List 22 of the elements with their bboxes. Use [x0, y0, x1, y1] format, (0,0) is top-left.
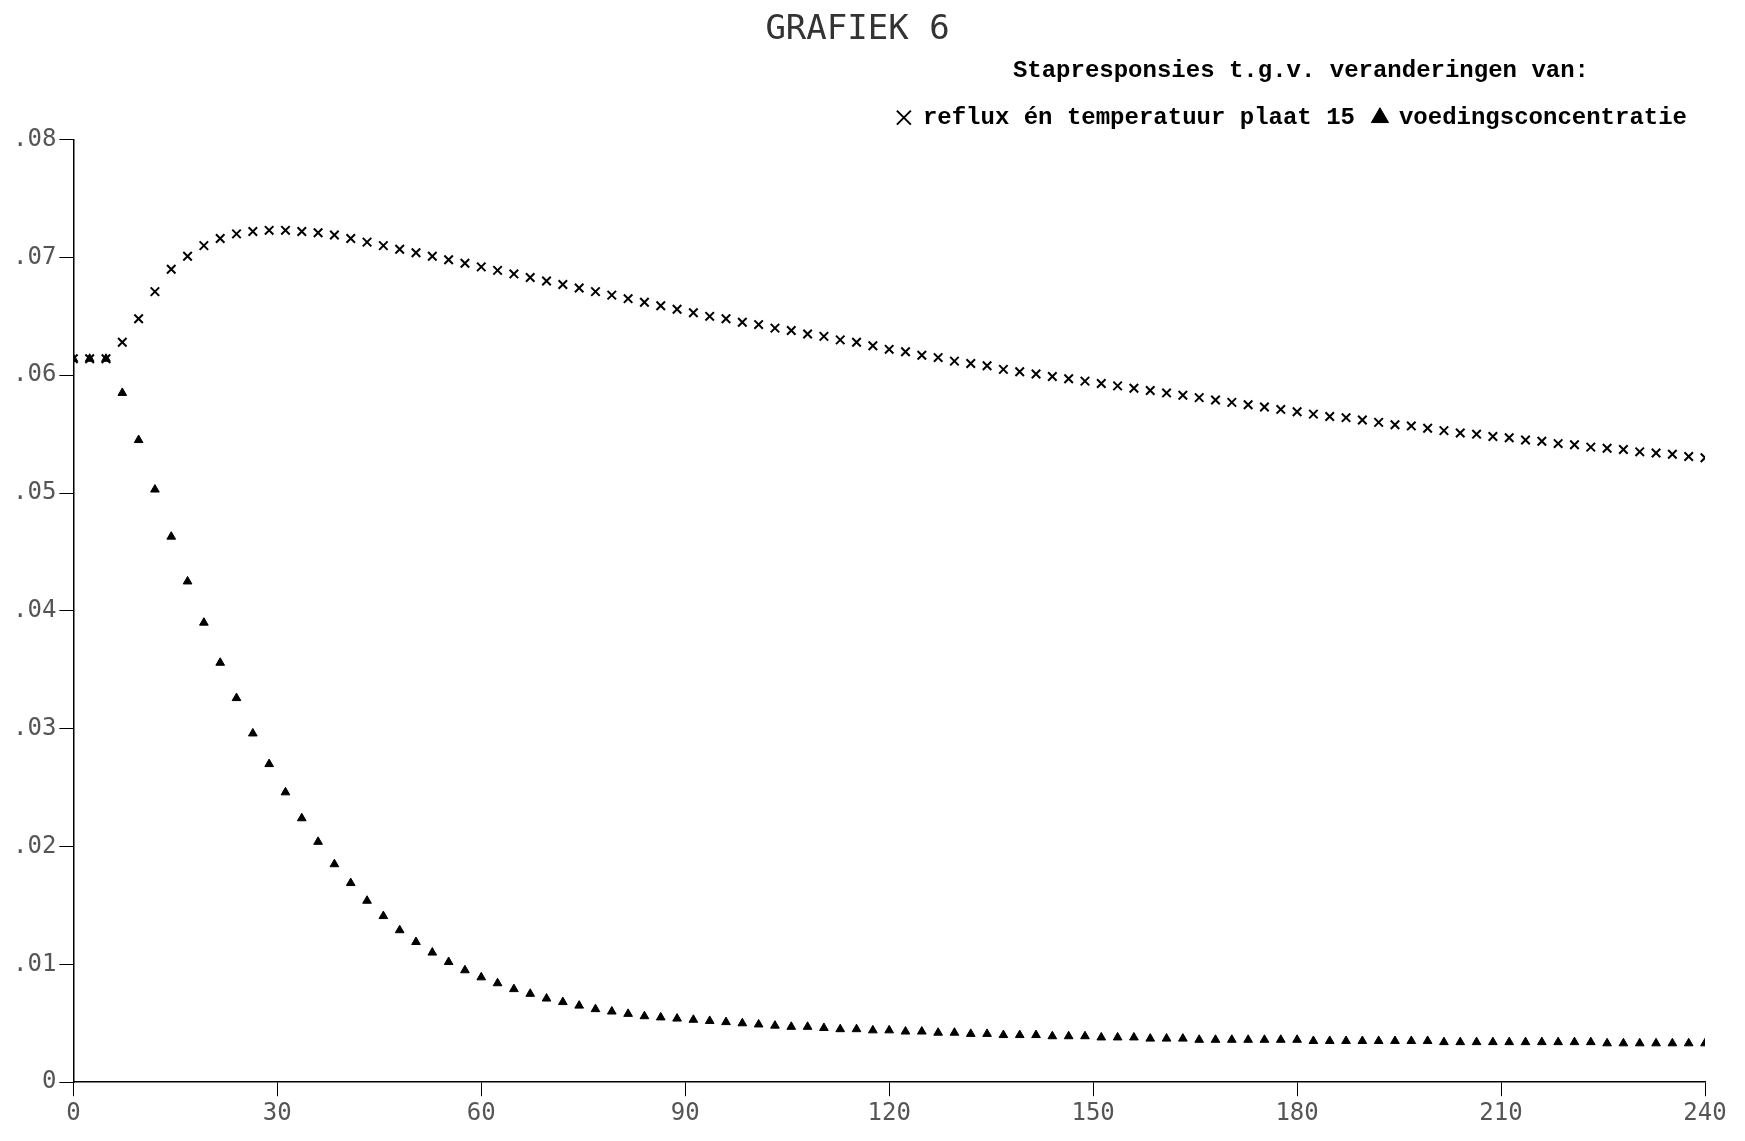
y-tick-label: .05 [12, 477, 57, 506]
x-tick-label: 60 [466, 1097, 496, 1126]
x-tick-label: 240 [1683, 1097, 1727, 1126]
y-tick-label: 0 [41, 1066, 57, 1095]
x-tick-label: 0 [66, 1097, 81, 1126]
y-tick-label: .01 [12, 948, 57, 977]
legend-label: reflux én temperatuur plaat 15 [922, 103, 1355, 131]
y-tick-label: .03 [12, 712, 57, 741]
chart-title: GRAFIEK 6 [765, 7, 950, 48]
y-tick-label: .07 [12, 241, 57, 270]
x-tick-label: 120 [867, 1097, 911, 1126]
x-tick-label: 180 [1275, 1097, 1319, 1126]
x-tick-label: 210 [1479, 1097, 1523, 1126]
x-tick-label: 90 [670, 1097, 700, 1126]
y-tick-label: .08 [12, 123, 57, 152]
legend-title: Stapresponsies t.g.v. veranderingen van: [1012, 56, 1589, 84]
x-tick-label: 30 [262, 1097, 292, 1126]
y-tick-label: .02 [12, 830, 57, 859]
y-tick-label: .06 [12, 359, 57, 388]
y-tick-label: .04 [12, 595, 57, 624]
x-tick-label: 150 [1071, 1097, 1115, 1126]
legend-label: voedingsconcentratie [1398, 103, 1687, 131]
